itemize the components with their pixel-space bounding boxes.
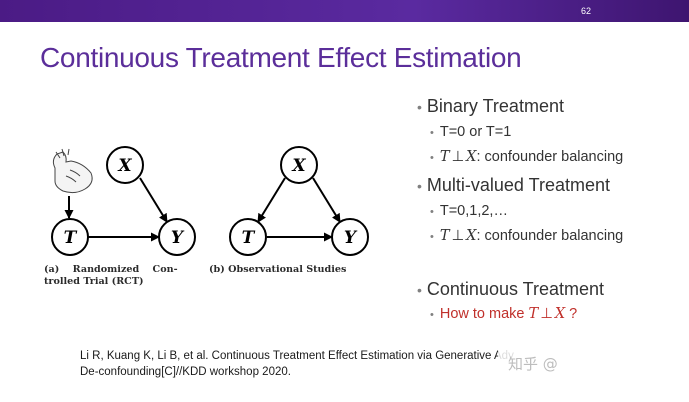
observational-caption: (b) Observational Studies <box>209 264 347 275</box>
continuous-question-prefix: How to make <box>439 306 529 322</box>
rct-caption-line2: trolled Trial (RCT) <box>44 276 144 287</box>
bullet-multi-valued-treatment: • Multi-valued Treatment <box>417 175 610 195</box>
multi-sub2-rest: : confounder balancing <box>476 228 624 244</box>
continuous-question-suffix: ? <box>565 306 578 322</box>
bullet-multi-sub2: • T ⊥ X: confounder balancing <box>430 228 624 244</box>
continuous-question-t: T <box>528 306 539 322</box>
bullet-multi-label: Multi-valued Treatment <box>426 175 610 195</box>
binary-sub2-x: X <box>466 149 477 165</box>
binary-sub1-text: T=0 or T=1 <box>439 124 512 140</box>
node-y-obs: Y <box>331 218 369 256</box>
x-to-t-edge-obs <box>257 177 286 223</box>
binary-sub2-perp: ⊥ <box>451 149 465 165</box>
slide-number: 62 <box>580 6 591 16</box>
reference-citation: Li R, Kuang K, Li B, et al. Continuous T… <box>80 348 514 380</box>
svg-text:X: X <box>117 156 132 176</box>
rct-caption-line1: (a) Randomized Con- <box>44 264 178 275</box>
multi-sub2-perp: ⊥ <box>451 228 465 244</box>
observational-diagram: X T Y <box>229 146 369 256</box>
continuous-question-perp: ⊥ <box>540 306 553 322</box>
bullet-binary-label: Binary Treatment <box>426 96 564 116</box>
reference-line1: Li R, Kuang K, Li B, et al. Continuous T… <box>80 350 514 362</box>
node-t-rct: T <box>51 218 89 256</box>
node-y-rct: Y <box>158 218 196 256</box>
bullet-binary-sub1: • T=0 or T=1 <box>430 124 512 140</box>
node-t-obs: T <box>229 218 267 256</box>
bullet-binary-sub2: • T ⊥ X: confounder balancing <box>430 149 624 165</box>
bullet-binary-treatment: • Binary Treatment <box>417 96 564 116</box>
svg-text:T: T <box>64 228 78 248</box>
rct-caption: (a) Randomized Con- trolled Trial (RCT) <box>44 264 178 288</box>
bullet-multi-sub1: • T=0,1,2,… <box>430 203 508 219</box>
x-to-y-edge-obs <box>312 177 341 223</box>
svg-text:Y: Y <box>344 228 358 248</box>
x-to-y-edge-rct <box>139 177 168 223</box>
binary-sub2-rest: : confounder balancing <box>476 149 624 165</box>
multi-sub2-t: T <box>439 228 450 244</box>
node-x-obs: X <box>280 146 318 184</box>
slide-title: Continuous Treatment Effect Estimation <box>40 42 522 73</box>
reference-line2: De-confounding[C]//KDD workshop 2020. <box>80 366 291 378</box>
svg-text:X: X <box>291 156 306 176</box>
top-bar: 62 <box>0 0 689 22</box>
multi-sub2-x: X <box>466 228 477 244</box>
watermark: 知乎 @ <box>498 345 670 379</box>
bullet-continuous-label: Continuous Treatment <box>426 279 605 299</box>
multi-sub1-text: T=0,1,2,… <box>439 203 508 219</box>
svg-text:Y: Y <box>171 228 185 248</box>
binary-sub2-t: T <box>439 149 450 165</box>
node-x-rct: X <box>106 146 144 184</box>
continuous-question-x: X <box>554 306 566 322</box>
svg-text:T: T <box>242 228 256 248</box>
bullet-continuous-question: • How to make T ⊥ X ? <box>430 306 578 322</box>
hand-icon <box>52 148 93 194</box>
bullet-continuous-treatment: • Continuous Treatment <box>417 279 605 299</box>
